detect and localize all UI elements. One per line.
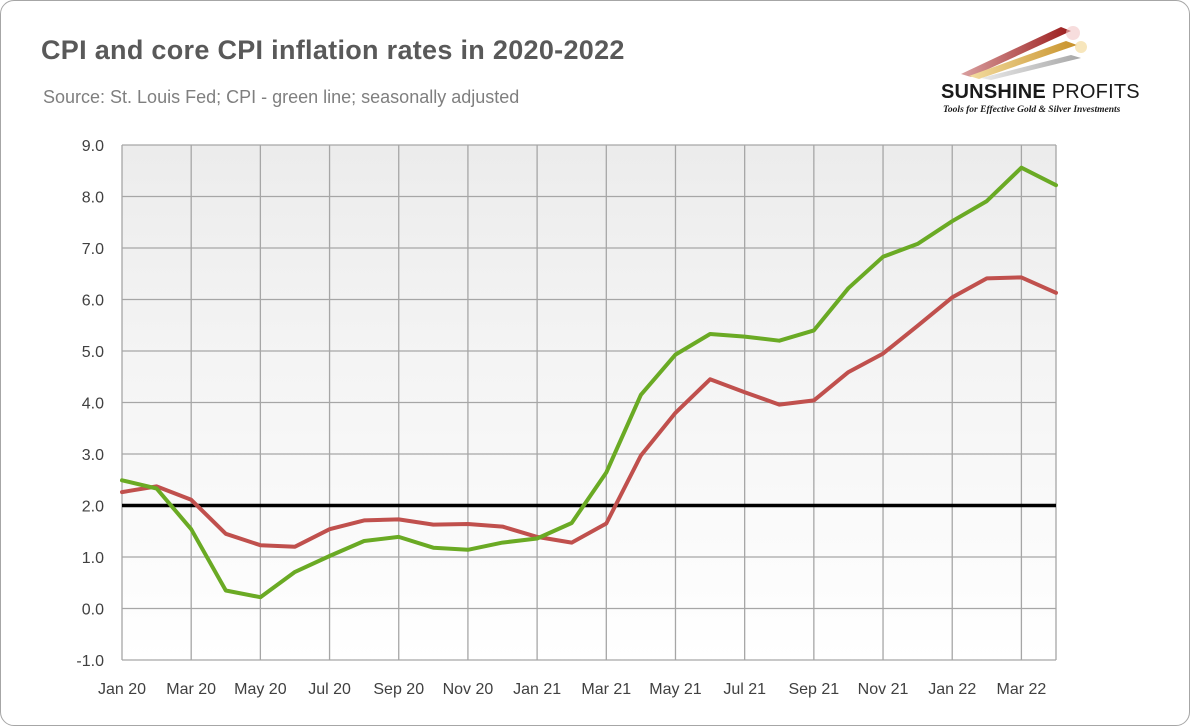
y-tick-label: 4.0 [82, 396, 104, 413]
x-tick-label: May 21 [649, 681, 702, 698]
x-tick-label: Mar 22 [997, 681, 1047, 698]
x-tick-label: Jan 22 [928, 681, 976, 698]
core-cpi-line [120, 275, 1058, 549]
y-tick-label: 0.0 [82, 602, 104, 619]
y-tick-label: 6.0 [82, 293, 104, 310]
y-tick-label: 1.0 [82, 550, 104, 567]
x-tick-label: Jan 21 [513, 681, 561, 698]
y-tick-label: 2.0 [82, 499, 104, 516]
chart-title: CPI and core CPI inflation rates in 2020… [41, 35, 625, 65]
x-tick-label: Mar 20 [166, 681, 216, 698]
logo-tagline: Tools for Effective Gold & Silver Invest… [943, 105, 1121, 115]
y-tick-label: 7.0 [82, 241, 104, 258]
x-tick-label: Jan 20 [98, 681, 146, 698]
x-tick-label: Jul 21 [723, 681, 766, 698]
x-tick-label: Nov 20 [443, 681, 494, 698]
logo-name-part1: SUNSHINE [941, 81, 1046, 103]
y-tick-label: -1.0 [76, 653, 104, 670]
x-tick-label: Sep 21 [788, 681, 839, 698]
logo-name-part2: PROFITS [1051, 81, 1140, 103]
y-tick-label: 8.0 [82, 190, 104, 207]
x-tick-label: Mar 21 [581, 681, 631, 698]
chart-subtitle: Source: St. Louis Fed; CPI - green line;… [43, 87, 520, 107]
y-tick-label: 3.0 [82, 447, 104, 464]
x-tick-label: Nov 21 [858, 681, 909, 698]
stylized-arrows-logo-icon [961, 26, 1087, 80]
logo-name: SUNSHINE PROFITS [941, 81, 1140, 104]
x-tick-label: May 20 [234, 681, 287, 698]
y-tick-label: 9.0 [82, 138, 104, 155]
cpi-line [120, 165, 1058, 600]
x-tick-label: Sep 20 [373, 681, 424, 698]
x-tick-label: Jul 20 [308, 681, 351, 698]
sunshine-profits-logo: SUNSHINE PROFITS Tools for Effective Gol… [931, 19, 1171, 119]
y-tick-label: 5.0 [82, 344, 104, 361]
